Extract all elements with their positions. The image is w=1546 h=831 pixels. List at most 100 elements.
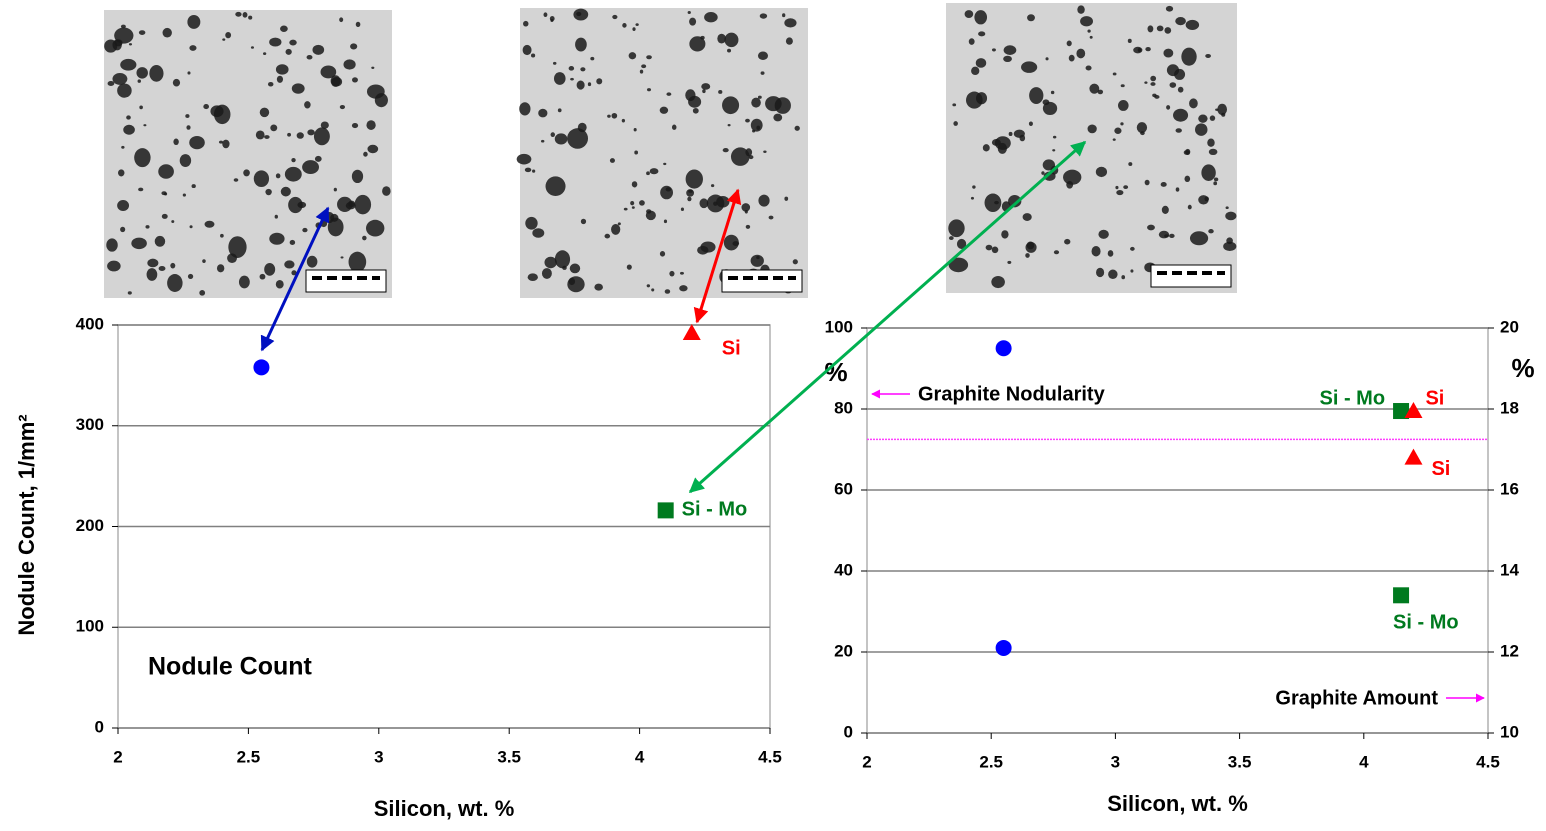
nodule [544, 256, 557, 269]
nodule [154, 235, 166, 247]
nodule [752, 129, 756, 133]
nodule [1042, 101, 1058, 115]
point [995, 639, 1012, 656]
nodule [1209, 115, 1216, 121]
nodule [785, 37, 793, 45]
nodule [646, 88, 652, 92]
point-label: Si [1431, 458, 1450, 480]
nodule [1154, 95, 1160, 99]
nodule [340, 256, 344, 259]
nodule [568, 66, 575, 71]
nodule [367, 144, 379, 154]
nodule [1185, 19, 1200, 30]
nodule [1177, 86, 1184, 93]
nodule [374, 93, 388, 108]
nodule [1080, 16, 1093, 27]
nodule [307, 129, 315, 136]
nodule [646, 284, 651, 288]
nodule [1041, 171, 1045, 175]
nodule [270, 124, 278, 132]
nodule [1150, 82, 1156, 86]
nodule [710, 184, 715, 188]
nodule [1003, 55, 1012, 63]
nodule [280, 186, 291, 197]
x-axis-label: Silicon, wt. % [374, 796, 515, 821]
nodule [104, 39, 118, 53]
nodule [1189, 231, 1209, 246]
nodule [1164, 27, 1172, 34]
nodule [970, 196, 974, 200]
nodule [288, 196, 303, 214]
nodule [171, 220, 175, 223]
y-tick-label: 20 [834, 641, 853, 660]
nodule [1042, 99, 1050, 106]
nodule [1169, 233, 1175, 239]
nodule [1063, 169, 1082, 185]
nodule [554, 250, 571, 269]
nodule [172, 78, 181, 87]
nodule [320, 65, 337, 79]
nodule [982, 144, 990, 152]
nodule [238, 275, 250, 289]
nodule [975, 92, 988, 105]
nodule [158, 266, 166, 272]
nodule [320, 121, 329, 129]
nodule [291, 83, 305, 94]
nodule [284, 166, 302, 182]
nodule [1195, 123, 1208, 136]
nodule [794, 125, 800, 131]
nodule [371, 66, 375, 69]
nodule [306, 55, 313, 60]
nodule [1161, 205, 1169, 214]
x-tick-label: 2.5 [979, 752, 1003, 771]
nodule [1112, 138, 1116, 141]
nodule [259, 107, 270, 118]
nodule [134, 148, 151, 168]
nodule [302, 160, 319, 174]
nodule [137, 79, 141, 83]
nodule [275, 173, 281, 179]
nodule [774, 97, 791, 114]
nodule [580, 218, 587, 225]
nodule [722, 96, 740, 115]
nodule [1136, 122, 1148, 133]
micrograph [104, 10, 392, 298]
nodule [182, 193, 186, 197]
nodule [1213, 181, 1218, 186]
nodule [576, 80, 585, 90]
point-label: Si - Mo [1393, 612, 1459, 634]
nodule [1052, 135, 1057, 139]
nodule [1108, 269, 1118, 279]
nodule [1184, 175, 1191, 183]
nodule [1095, 166, 1108, 178]
nodule [289, 39, 297, 46]
nodule [750, 254, 764, 267]
nodule [978, 31, 986, 37]
nodule [974, 10, 988, 25]
nodule [692, 107, 699, 114]
nodule [554, 133, 568, 145]
nodule [732, 241, 740, 247]
nodule [760, 71, 765, 75]
x-axis-label: Silicon, wt. % [1107, 791, 1248, 816]
nodule [975, 58, 987, 68]
nodule [1150, 75, 1157, 82]
point-label: Si - Mo [682, 499, 748, 521]
nodule [107, 260, 121, 272]
point [253, 359, 270, 376]
nodule [348, 251, 367, 273]
nodule [782, 13, 786, 18]
annotation: Nodule Count [148, 653, 313, 681]
nodule [538, 108, 548, 118]
nodule [330, 75, 341, 87]
nodule [333, 187, 337, 192]
nodule [646, 171, 650, 176]
nodule [1187, 204, 1192, 210]
x-tick-label: 4.5 [1476, 752, 1500, 771]
nodule [1189, 98, 1198, 109]
nodule [540, 139, 545, 143]
nodule [1128, 162, 1133, 166]
nodule [688, 189, 693, 193]
nodule [250, 46, 255, 49]
